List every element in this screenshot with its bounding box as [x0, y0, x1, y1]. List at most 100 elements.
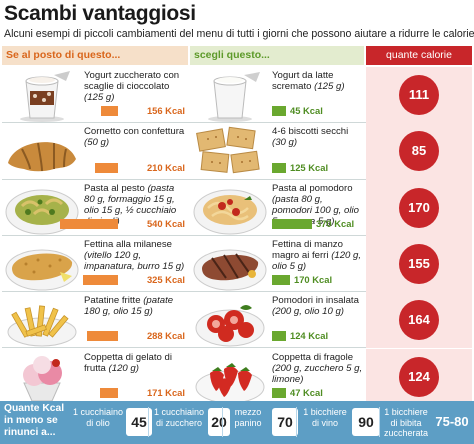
original-food-name: Fettina alla milanese (vitello 120 g, im…: [84, 239, 186, 272]
original-kcal-value: 540 Kcal: [146, 217, 185, 229]
alternative-food-name: 4-6 biscotti secchi (30 g): [272, 126, 364, 148]
table-row: Patatine fritte (patate 180 g, olio 15 g…: [0, 292, 474, 349]
alternative-food-portion: (120 g, olio 5 g): [272, 249, 362, 272]
bottom-item-label: 1 cucchiaino di zucchero: [153, 407, 205, 428]
alternative-kcal-bar: [272, 162, 286, 173]
row-divider: [2, 291, 472, 293]
original-kcal-bar: [101, 106, 118, 117]
alternative-food-portion: (200 g, olio 10 g): [272, 306, 344, 318]
alternative-kcal-value: 170 Kcal: [294, 274, 333, 286]
original-kcal-bar: [95, 162, 118, 173]
alternative-food-portion: (125 g): [314, 81, 345, 92]
calories-saved-badge: 164: [399, 300, 439, 341]
chocolate-yogurt-cup-icon: [4, 69, 80, 123]
croissant-icon: [4, 125, 80, 179]
grilled-beef-icon: [192, 238, 268, 292]
page-title: Scambi vantaggiosi: [4, 2, 196, 25]
calories-saved-badge: 170: [399, 187, 439, 228]
alternative-food-title: Coppetta di fragole: [272, 351, 354, 363]
original-kcal-value: 325 Kcal: [146, 274, 185, 286]
alternative-kcal-bar: [272, 275, 290, 286]
column-header-saved: quante calorie risparmi: [366, 46, 472, 80]
bottom-item-label: 1 cucchiaino di olio: [72, 407, 124, 428]
bottom-item-label: 1 bicchiere di vino: [303, 407, 347, 428]
bottom-item-value: 45: [126, 408, 152, 436]
bottom-bar-title: Quante Kcal in meno se rinunci a...: [4, 403, 65, 438]
alternative-kcal-bar: [272, 331, 286, 342]
tomato-salad-icon: [192, 294, 268, 348]
bottom-separator: [296, 407, 297, 437]
table-row: Cornetto con confettura (50 g) 210 Kcal 4-…: [0, 123, 474, 180]
original-food-portion: (120 g): [108, 362, 139, 374]
column-header-before: Se al posto di questo...: [2, 46, 188, 65]
bottom-item: 1 cucchiaino di zucchero 20: [152, 405, 232, 439]
alternative-kcal-bar: [272, 218, 312, 229]
row-divider: [2, 178, 472, 180]
alternative-food-title: Yogurt da latte scremato: [272, 70, 334, 92]
original-kcal-bar: [87, 331, 118, 342]
alternative-food-title: Pasta al pomodoro: [272, 182, 353, 194]
alternative-kcal-bar: [272, 106, 286, 117]
original-food-portion: (125 g): [84, 92, 115, 103]
alternative-food-title: 4-6 biscotti secchi: [272, 126, 349, 138]
original-food-portion: (vitello 120 g, impanatura, burro 15 g): [84, 249, 185, 272]
original-food-portion: (patate 180 g, olio 15 g): [84, 295, 174, 318]
strawberries-bowl-icon: [192, 351, 268, 405]
alternative-kcal-value: 124 Kcal: [290, 330, 329, 342]
original-food-name: Patatine fritte (patate 180 g, olio 15 g…: [84, 295, 186, 317]
breaded-cutlet-icon: [4, 238, 80, 292]
original-food-portion: (50 g): [84, 137, 110, 149]
original-food-title: Cornetto con confettura: [84, 126, 185, 138]
alternative-food-portion: (200 g, zucchero 5 g, limone): [272, 362, 363, 385]
alternative-food-name: Yogurt da latte scremato (125 g): [272, 70, 364, 92]
table-row: Yogurt zuccherato con scaglie di cioccol…: [0, 67, 474, 124]
calories-saved-badge: 85: [399, 131, 439, 172]
original-kcal-value: 288 Kcal: [146, 330, 185, 342]
bottom-item-label: mezzo panino: [234, 407, 262, 428]
original-kcal-value: 210 Kcal: [146, 161, 185, 173]
bottom-item: 1 bicchiere di bibita zuccherata 75-80: [383, 405, 474, 439]
alternative-kcal-value: 370 Kcal: [316, 217, 355, 229]
alternative-kcal-value: 47 Kcal: [290, 386, 323, 398]
bottom-separator: [379, 407, 380, 437]
original-kcal-value: 156 Kcal: [146, 105, 185, 117]
alternative-food-name: Pomodori in insalata (200 g, olio 10 g): [272, 295, 364, 317]
row-divider: [2, 347, 472, 349]
bottom-item: 1 cucchiaino di olio 45: [72, 405, 154, 439]
original-kcal-bar: [83, 275, 118, 286]
alternative-food-name: Fettina di manzo magro ai ferri (120 g, …: [272, 239, 364, 272]
page-subtitle: Alcuni esempi di piccoli cambiamenti del…: [4, 28, 474, 40]
original-food-title: Fettina alla milanese: [84, 238, 172, 250]
tomato-pasta-icon: [192, 182, 268, 236]
original-food-title: Pasta al pesto: [84, 182, 145, 194]
calories-saved-badge: 124: [399, 356, 439, 397]
original-food-title: Coppetta di gelato di frutta: [84, 351, 173, 374]
alternative-kcal-value: 45 Kcal: [290, 105, 323, 117]
bottom-separator: [222, 407, 223, 437]
bottom-item: mezzo panino 70: [226, 405, 300, 439]
original-kcal-value: 171 Kcal: [146, 386, 185, 398]
bottom-item-value: 70: [272, 408, 298, 436]
bottom-item-value: 90: [352, 408, 380, 436]
original-food-title: Yogurt zuccherato con scaglie di cioccol…: [84, 70, 180, 92]
table-row: Coppetta di gelato di frutta (120 g) 171 …: [0, 348, 474, 405]
alternative-kcal-value: 125 Kcal: [290, 161, 329, 173]
crackers-icon: [192, 125, 268, 179]
alternative-food-name: Coppetta di fragole (200 g, zucchero 5 g…: [272, 352, 364, 385]
alternative-food-title: Pomodori in insalata: [272, 295, 359, 307]
original-food-title: Patatine fritte: [84, 295, 141, 307]
original-kcal-bar: [100, 387, 118, 398]
table-row: Pasta al pesto (pasta 80 g, formaggio 15…: [0, 179, 474, 236]
white-yogurt-cup-icon: [192, 69, 268, 123]
original-food-name: Coppetta di gelato di frutta (120 g): [84, 352, 186, 374]
calories-saved-badge: 155: [399, 244, 439, 285]
bottom-item-value: 75-80: [435, 414, 469, 429]
alternative-kcal-bar: [272, 387, 286, 398]
bottom-separator: [148, 407, 149, 437]
original-food-name: Yogurt zuccherato con scaglie di cioccol…: [84, 70, 186, 103]
table-row: Fettina alla milanese (vitello 120 g, im…: [0, 235, 474, 293]
ice-cream-cup-icon: [4, 351, 80, 405]
original-food-name: Cornetto con confettura (50 g): [84, 126, 186, 148]
row-divider: [2, 234, 472, 236]
original-kcal-bar: [60, 218, 118, 229]
